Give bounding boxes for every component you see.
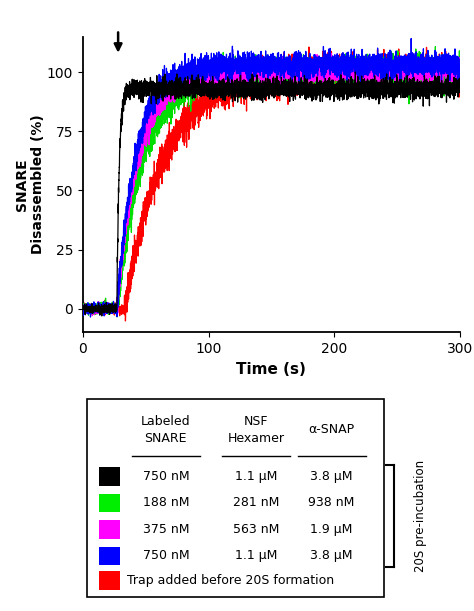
Text: 563 nM: 563 nM bbox=[233, 523, 280, 536]
Text: 281 nM: 281 nM bbox=[233, 496, 280, 510]
Text: 750 nM: 750 nM bbox=[143, 549, 189, 563]
Text: 1.9 μM: 1.9 μM bbox=[310, 523, 353, 536]
X-axis label: Time (s): Time (s) bbox=[237, 362, 306, 376]
Bar bbox=[99, 547, 120, 565]
Text: 188 nM: 188 nM bbox=[143, 496, 189, 510]
Text: 3.8 μM: 3.8 μM bbox=[310, 470, 353, 483]
Text: 938 nM: 938 nM bbox=[309, 496, 355, 510]
Bar bbox=[99, 494, 120, 512]
Text: 1.1 μM: 1.1 μM bbox=[235, 549, 277, 563]
Text: Labeled: Labeled bbox=[141, 415, 191, 428]
Text: α-SNAP: α-SNAP bbox=[309, 423, 355, 436]
Text: Trap added before 20S formation: Trap added before 20S formation bbox=[127, 574, 334, 587]
Text: 20S pre-incubation: 20S pre-incubation bbox=[414, 460, 427, 573]
Bar bbox=[99, 467, 120, 486]
Text: 750 nM: 750 nM bbox=[143, 470, 189, 483]
Text: 375 nM: 375 nM bbox=[143, 523, 189, 536]
Text: SNARE: SNARE bbox=[145, 431, 187, 445]
Text: NSF: NSF bbox=[244, 415, 269, 428]
Bar bbox=[99, 571, 120, 590]
Text: 3.8 μM: 3.8 μM bbox=[310, 549, 353, 563]
Y-axis label: SNARE
Disassembled (%): SNARE Disassembled (%) bbox=[15, 115, 46, 254]
Text: 1.1 μM: 1.1 μM bbox=[235, 470, 277, 483]
Text: Hexamer: Hexamer bbox=[228, 431, 285, 445]
FancyBboxPatch shape bbox=[87, 399, 384, 597]
Bar bbox=[99, 520, 120, 539]
